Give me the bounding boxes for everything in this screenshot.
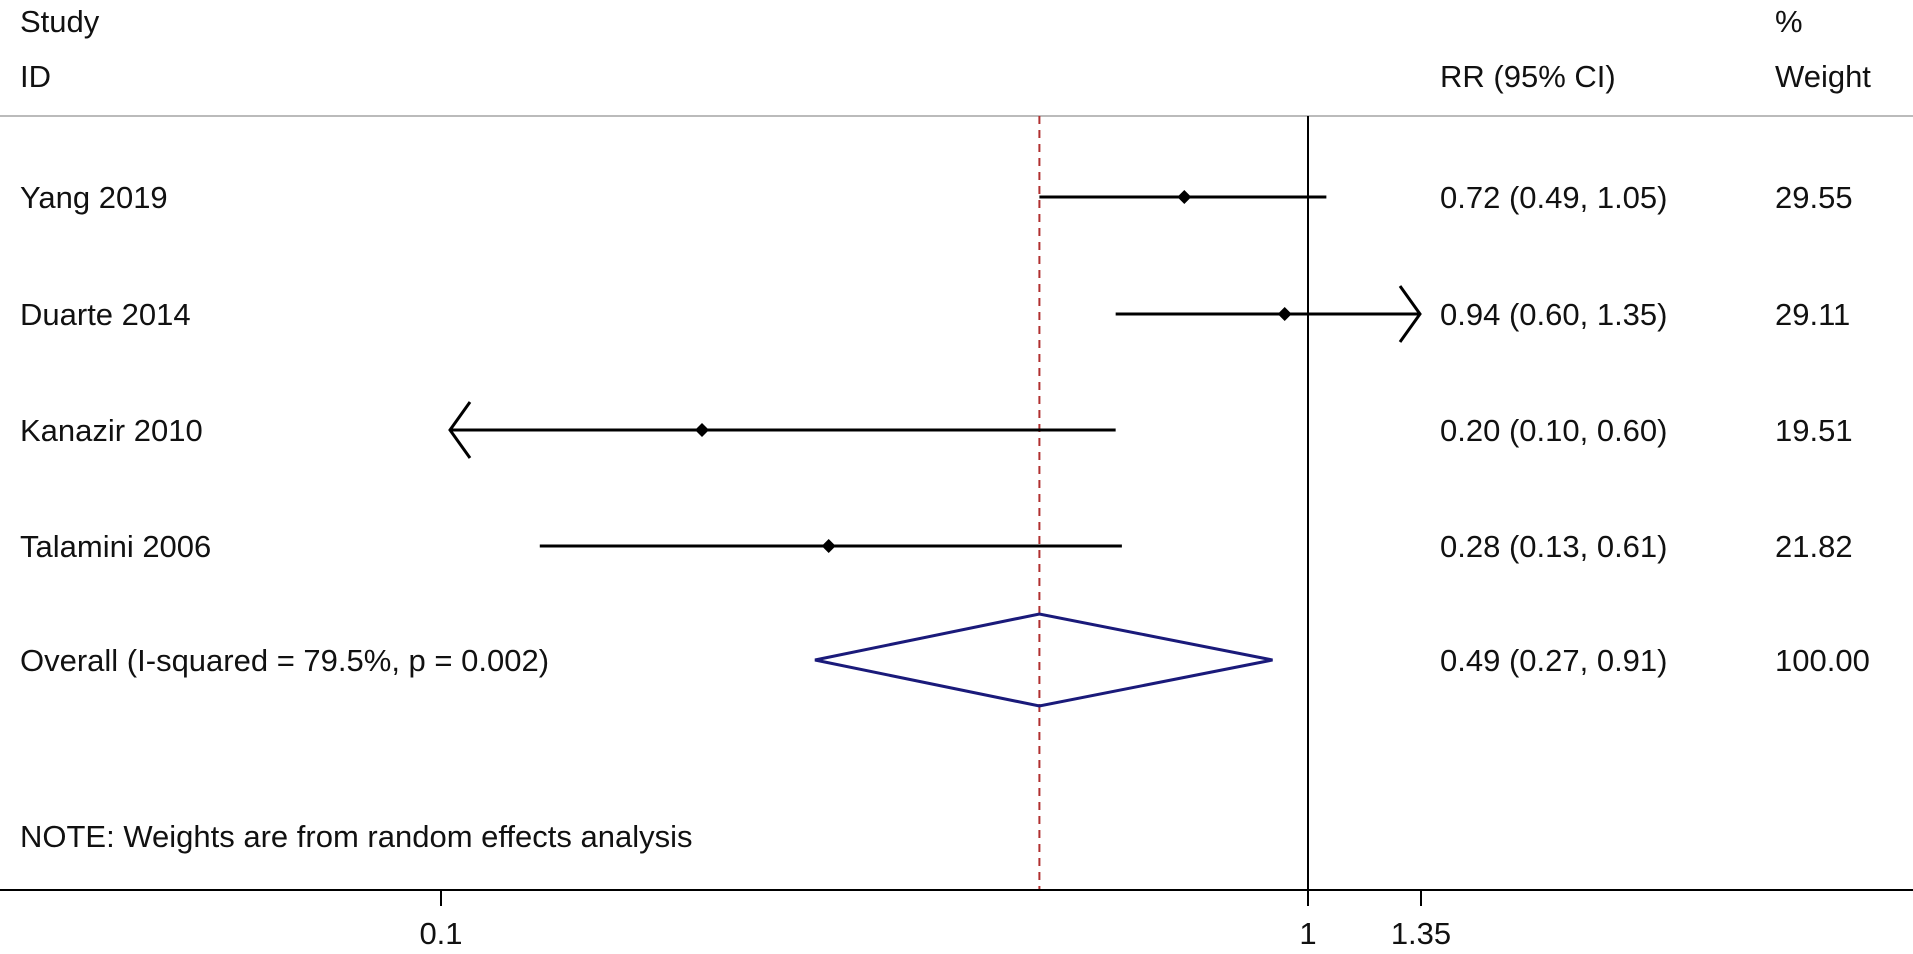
study-row: Duarte 2014 0.94 (0.60, 1.35) 29.11 [20,285,1850,343]
study-rows: Yang 2019 0.72 (0.49, 1.05) 29.55 Duarte 20… [20,180,1853,564]
header-study: Study [20,4,100,39]
x-axis-ticks: 0.1 1 1.35 [419,890,1451,951]
ci-text: 0.20 (0.10, 0.60) [1440,413,1668,448]
weight-text: 29.11 [1775,297,1850,332]
study-row: Kanazir 2010 0.20 (0.10, 0.60) 19.51 [20,401,1853,459]
weight-text: 19.51 [1775,413,1853,448]
weight-text: 21.82 [1775,529,1853,564]
point-estimate [1177,190,1192,204]
point-estimate [1277,307,1292,321]
x-tick-label: 0.1 [419,916,462,951]
ci-text: 0.94 (0.60, 1.35) [1440,297,1668,332]
weight-text: 29.55 [1775,180,1853,215]
ci-clip-arrow-left [448,401,472,459]
header-weight-percent: % [1775,4,1803,39]
header-weight-label: Weight [1775,59,1871,94]
overall-label: Overall (I-squared = 79.5%, p = 0.002) [20,643,549,678]
study-label: Talamini 2006 [20,529,211,564]
ci-text: 0.72 (0.49, 1.05) [1440,180,1668,215]
reference-lines [1038,116,1309,890]
overall-ci-text: 0.49 (0.27, 0.91) [1440,643,1668,678]
study-label: Yang 2019 [20,180,168,215]
overall-row: Overall (I-squared = 79.5%, p = 0.002) 0.… [20,612,1870,708]
study-row: Yang 2019 0.72 (0.49, 1.05) 29.55 [20,180,1853,215]
ci-clip-arrow-right [1398,285,1422,343]
point-estimate [821,539,836,553]
x-tick-label: 1 [1299,916,1316,951]
study-label: Duarte 2014 [20,297,191,332]
overall-diamond [814,612,1273,708]
header-effect-label: RR (95% CI) [1440,59,1616,94]
ci-text: 0.28 (0.13, 0.61) [1440,529,1668,564]
header-id: ID [20,59,51,94]
point-estimate [694,423,709,437]
study-row: Talamini 2006 0.28 (0.13, 0.61) 21.82 [20,529,1853,564]
note-text: NOTE: Weights are from random effects an… [20,819,693,854]
overall-weight-text: 100.00 [1775,643,1870,678]
x-tick-label: 1.35 [1391,916,1451,951]
study-label: Kanazir 2010 [20,413,203,448]
